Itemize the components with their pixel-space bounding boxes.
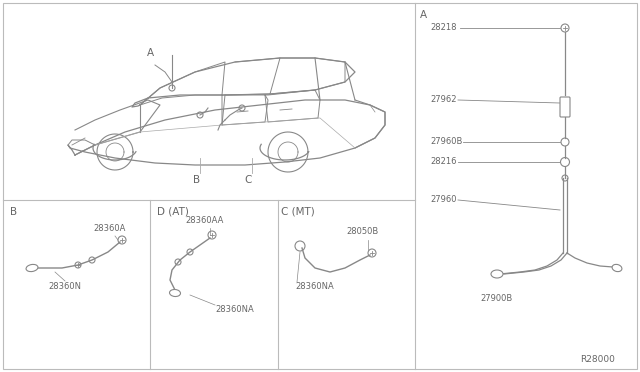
Text: 28360NA: 28360NA xyxy=(215,305,253,314)
Text: C: C xyxy=(244,175,252,185)
Text: 28360AA: 28360AA xyxy=(186,216,224,225)
Text: 28360N: 28360N xyxy=(49,282,81,291)
Text: R28000: R28000 xyxy=(580,356,615,365)
Text: 28050B: 28050B xyxy=(347,227,379,236)
Text: 28360A: 28360A xyxy=(94,224,126,233)
Text: 27962: 27962 xyxy=(430,96,456,105)
Text: B: B xyxy=(10,207,17,217)
Text: D (AT): D (AT) xyxy=(157,207,189,217)
Ellipse shape xyxy=(170,289,180,296)
Text: B: B xyxy=(193,175,200,185)
Text: 27900B: 27900B xyxy=(481,294,513,303)
Text: 27960: 27960 xyxy=(430,196,456,205)
Text: 28216: 28216 xyxy=(430,157,456,167)
Text: C (MT): C (MT) xyxy=(281,207,315,217)
Ellipse shape xyxy=(26,264,38,272)
FancyBboxPatch shape xyxy=(560,97,570,117)
Ellipse shape xyxy=(491,270,503,278)
Ellipse shape xyxy=(612,264,622,272)
Text: A: A xyxy=(147,48,154,58)
Text: A: A xyxy=(420,10,427,20)
Text: 28218: 28218 xyxy=(430,23,456,32)
Text: 27960B: 27960B xyxy=(430,138,462,147)
Text: 28360NA: 28360NA xyxy=(295,282,333,291)
